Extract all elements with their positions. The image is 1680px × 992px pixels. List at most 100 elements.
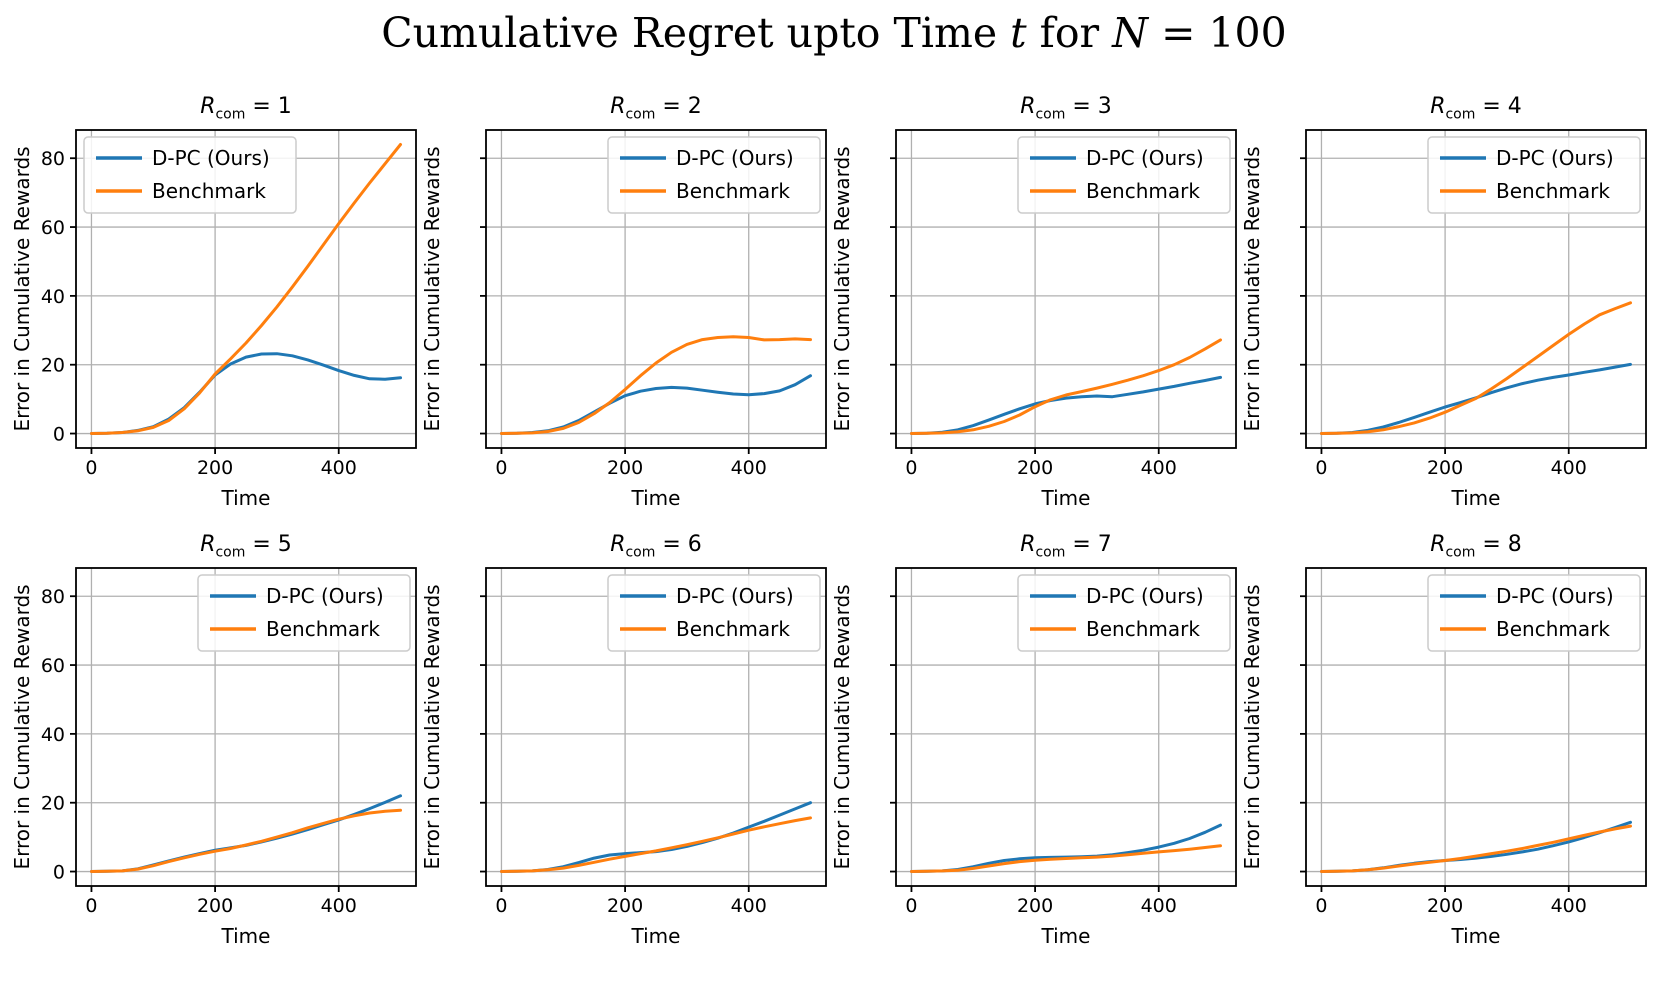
- series-dpc-line: [90, 794, 402, 873]
- x-tick-label: 0: [905, 457, 917, 479]
- series-benchmark-line: [500, 335, 812, 435]
- subplot-title-var: R: [200, 94, 216, 119]
- x-axis-label: Time: [631, 486, 681, 510]
- subplot-title-eq: = 8: [1475, 532, 1522, 557]
- y-tick-label: 20: [41, 355, 65, 377]
- x-tick-label: 0: [495, 457, 507, 479]
- subplot-title-sub: com: [215, 544, 246, 561]
- legend-label-benchmark: Benchmark: [266, 617, 380, 641]
- axes-frame: [895, 129, 1237, 449]
- subplot-canvas: 0 200 400 Error in Cumulative Rewards D-PC (…: [424, 567, 827, 917]
- y-tick-label: 0: [53, 862, 65, 884]
- legend-label-dpc: D-PC (Ours): [1496, 584, 1614, 608]
- figure-title: Cumulative Regret upto Time t for N = 10…: [14, 8, 1654, 64]
- subplot-rcom-2: Rcom = 2 0 200 400 Error in Cumulative Rewa…: [424, 94, 834, 532]
- x-tick-label: 400: [731, 895, 767, 917]
- legend: D-PC (Ours) Benchmark: [83, 136, 297, 214]
- legend-label-dpc: D-PC (Ours): [676, 146, 794, 170]
- subplot-title-eq: = 4: [1475, 94, 1522, 119]
- subplot-canvas: 0 200 400 0 20 40 60 80 Error in Cumulative Rewa…: [14, 129, 417, 479]
- series-benchmark-line: [910, 844, 1222, 873]
- subplot-title: Rcom = 7: [896, 532, 1236, 566]
- ticks: 0 200 400: [890, 157, 1177, 479]
- legend-label-benchmark: Benchmark: [676, 617, 790, 641]
- y-tick-label: 60: [41, 655, 65, 677]
- series-benchmark-line: [90, 143, 402, 435]
- subplot-grid: Rcom = 1 0 200 400 0 20 40 60 80 Error in Cumula…: [14, 94, 1680, 970]
- axes-frame: [1305, 567, 1647, 887]
- series-dpc-line: [1320, 820, 1632, 873]
- subplot-rcom-8: Rcom = 8 0 200 400 Error in Cumulative Rewa…: [1244, 532, 1654, 970]
- subplot-title-sub: com: [1035, 106, 1066, 123]
- x-tick-label: 200: [1017, 457, 1053, 479]
- legend: D-PC (Ours) Benchmark: [607, 574, 821, 652]
- subplot-title-sub: com: [1445, 106, 1476, 123]
- legend: D-PC (Ours) Benchmark: [1427, 574, 1641, 652]
- figure-title-text-1: Cumulative Regret upto Time: [381, 9, 1011, 57]
- legend-label-benchmark: Benchmark: [1086, 179, 1200, 203]
- axes-frame: [485, 567, 827, 887]
- y-tick-label: 80: [41, 148, 65, 170]
- x-tick-label: 400: [321, 895, 357, 917]
- x-axis-label: Time: [1451, 486, 1501, 510]
- series-benchmark-line: [1320, 301, 1632, 435]
- subplot-rcom-3: Rcom = 3 0 200 400 Error in Cumulative Rewa…: [834, 94, 1244, 532]
- x-axis-label: Time: [1041, 486, 1091, 510]
- legend-label-dpc: D-PC (Ours): [1496, 146, 1614, 170]
- subplot-title-sub: com: [1035, 544, 1066, 561]
- y-tick-label: 20: [41, 793, 65, 815]
- legend-label-dpc: D-PC (Ours): [1086, 584, 1204, 608]
- subplot-rcom-7: Rcom = 7 0 200 400 Error in Cumulative Rewa…: [834, 532, 1244, 970]
- y-axis-label: Error in Cumulative Rewards: [834, 146, 854, 431]
- x-tick-label: 400: [1141, 457, 1177, 479]
- subplot-title-var: R: [200, 532, 216, 557]
- subplot-title-var: R: [1430, 94, 1446, 119]
- legend-label-dpc: D-PC (Ours): [152, 146, 270, 170]
- series-benchmark-line: [910, 338, 1222, 435]
- ticks: 0 200 400: [480, 157, 767, 479]
- x-axis-label: Time: [631, 924, 681, 948]
- ticks: 0 200 400: [1300, 595, 1587, 917]
- legend: D-PC (Ours) Benchmark: [1017, 574, 1231, 652]
- legend: D-PC (Ours) Benchmark: [197, 574, 411, 652]
- x-axis-label: Time: [1451, 924, 1501, 948]
- subplot-title-sub: com: [625, 544, 656, 561]
- series-benchmark-line: [1320, 824, 1632, 873]
- subplot-title-sub: com: [215, 106, 246, 123]
- y-tick-label: 40: [41, 286, 65, 308]
- subplot-title-sub: com: [625, 106, 656, 123]
- x-tick-label: 0: [905, 895, 917, 917]
- x-axis-label: Time: [1041, 924, 1091, 948]
- ticks: 0 200 400: [890, 595, 1177, 917]
- x-tick-label: 200: [607, 895, 643, 917]
- legend-label-benchmark: Benchmark: [1496, 617, 1610, 641]
- y-axis-label: Error in Cumulative Rewards: [14, 146, 34, 431]
- axes-frame: [75, 567, 417, 887]
- legend-label-benchmark: Benchmark: [676, 179, 790, 203]
- x-tick-label: 400: [1551, 895, 1587, 917]
- axes-frame: [895, 567, 1237, 887]
- y-axis-label: Error in Cumulative Rewards: [424, 146, 444, 431]
- subplot-rcom-5: Rcom = 5 0 200 400 0 20 40 60 80 Error in Cumula…: [14, 532, 424, 970]
- legend-label-dpc: D-PC (Ours): [266, 584, 384, 608]
- legend: D-PC (Ours) Benchmark: [607, 136, 821, 214]
- figure: Cumulative Regret upto Time t for N = 10…: [14, 8, 1680, 970]
- subplot-rcom-6: Rcom = 6 0 200 400 Error in Cumulative Rewa…: [424, 532, 834, 970]
- subplot-title: Rcom = 8: [1306, 532, 1646, 566]
- x-tick-label: 200: [197, 457, 233, 479]
- subplot-title-eq: = 7: [1065, 532, 1112, 557]
- legend-label-benchmark: Benchmark: [152, 179, 266, 203]
- subplot-title-sub: com: [1445, 544, 1476, 561]
- axes-frame: [1305, 129, 1647, 449]
- legend-label-dpc: D-PC (Ours): [676, 584, 794, 608]
- subplot-canvas: 0 200 400 Error in Cumulative Rewards D-PC (…: [834, 567, 1237, 917]
- legend-label-benchmark: Benchmark: [1086, 617, 1200, 641]
- subplot-rcom-4: Rcom = 4 0 200 400 Error in Cumulative Rewa…: [1244, 94, 1654, 532]
- subplot-title-eq: = 1: [245, 94, 292, 119]
- x-tick-label: 0: [495, 895, 507, 917]
- y-tick-label: 80: [41, 586, 65, 608]
- x-tick-label: 0: [1315, 895, 1327, 917]
- figure-title-text-2: for: [1026, 9, 1113, 57]
- series-dpc-line: [500, 374, 812, 435]
- subplot-title-eq: = 2: [655, 94, 702, 119]
